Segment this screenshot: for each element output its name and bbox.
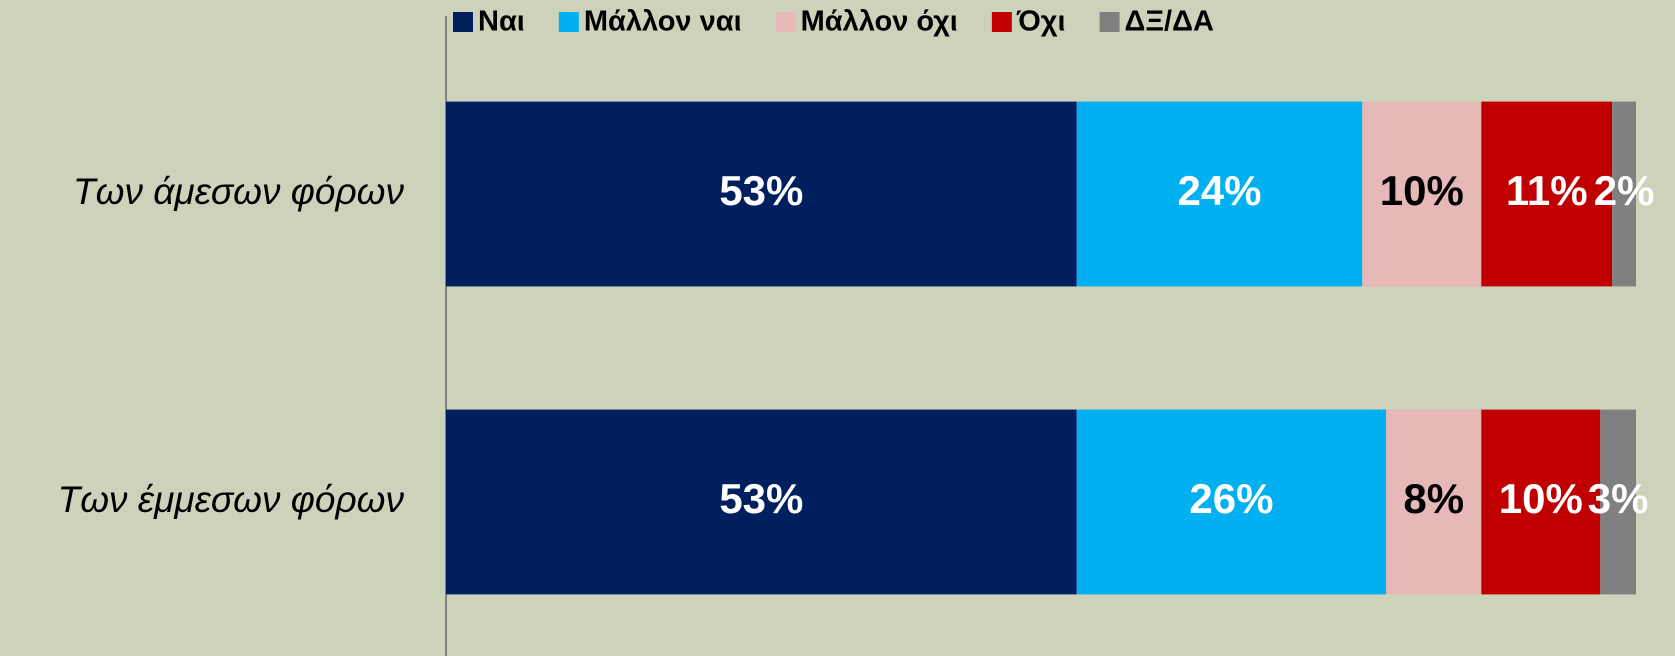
bar-segment bbox=[1076, 409, 1387, 595]
data-label: 24% bbox=[1177, 167, 1261, 214]
bar-segment bbox=[1481, 409, 1601, 595]
legend-swatch bbox=[775, 12, 796, 32]
data-label: 10% bbox=[1499, 475, 1583, 522]
legend-label: ΔΞ/ΔΑ bbox=[1125, 6, 1214, 38]
data-label: 53% bbox=[719, 475, 803, 522]
legend-swatch bbox=[1099, 12, 1120, 32]
category-label: Των άμεσων φόρων bbox=[73, 171, 404, 212]
data-label: 26% bbox=[1189, 475, 1273, 522]
data-label: 11% bbox=[1506, 167, 1588, 214]
legend-label: Μάλλον όχι bbox=[801, 6, 958, 38]
data-label: 53% bbox=[719, 167, 803, 214]
data-label: 3% bbox=[1588, 475, 1649, 522]
category-label: Των έμμεσων φόρων bbox=[58, 479, 405, 520]
legend-label: Ναι bbox=[478, 6, 525, 38]
bar-segment bbox=[1481, 101, 1613, 287]
bar-segment bbox=[1600, 409, 1636, 595]
legend-label: Μάλλον ναι bbox=[584, 6, 742, 38]
legend-swatch bbox=[991, 12, 1012, 32]
data-label: 10% bbox=[1380, 167, 1464, 214]
bar-segment bbox=[1076, 101, 1363, 287]
legend-label: Όχι bbox=[1016, 6, 1066, 38]
legend-swatch bbox=[558, 12, 579, 32]
legend-swatch bbox=[453, 12, 473, 32]
bar-segment bbox=[1612, 101, 1636, 287]
bar-segment bbox=[1386, 409, 1482, 595]
data-label: 2% bbox=[1594, 167, 1655, 214]
data-label: 8% bbox=[1403, 475, 1464, 522]
bar-segment bbox=[446, 409, 1077, 595]
bar-segment bbox=[446, 101, 1077, 287]
bar-segment bbox=[1362, 101, 1482, 287]
